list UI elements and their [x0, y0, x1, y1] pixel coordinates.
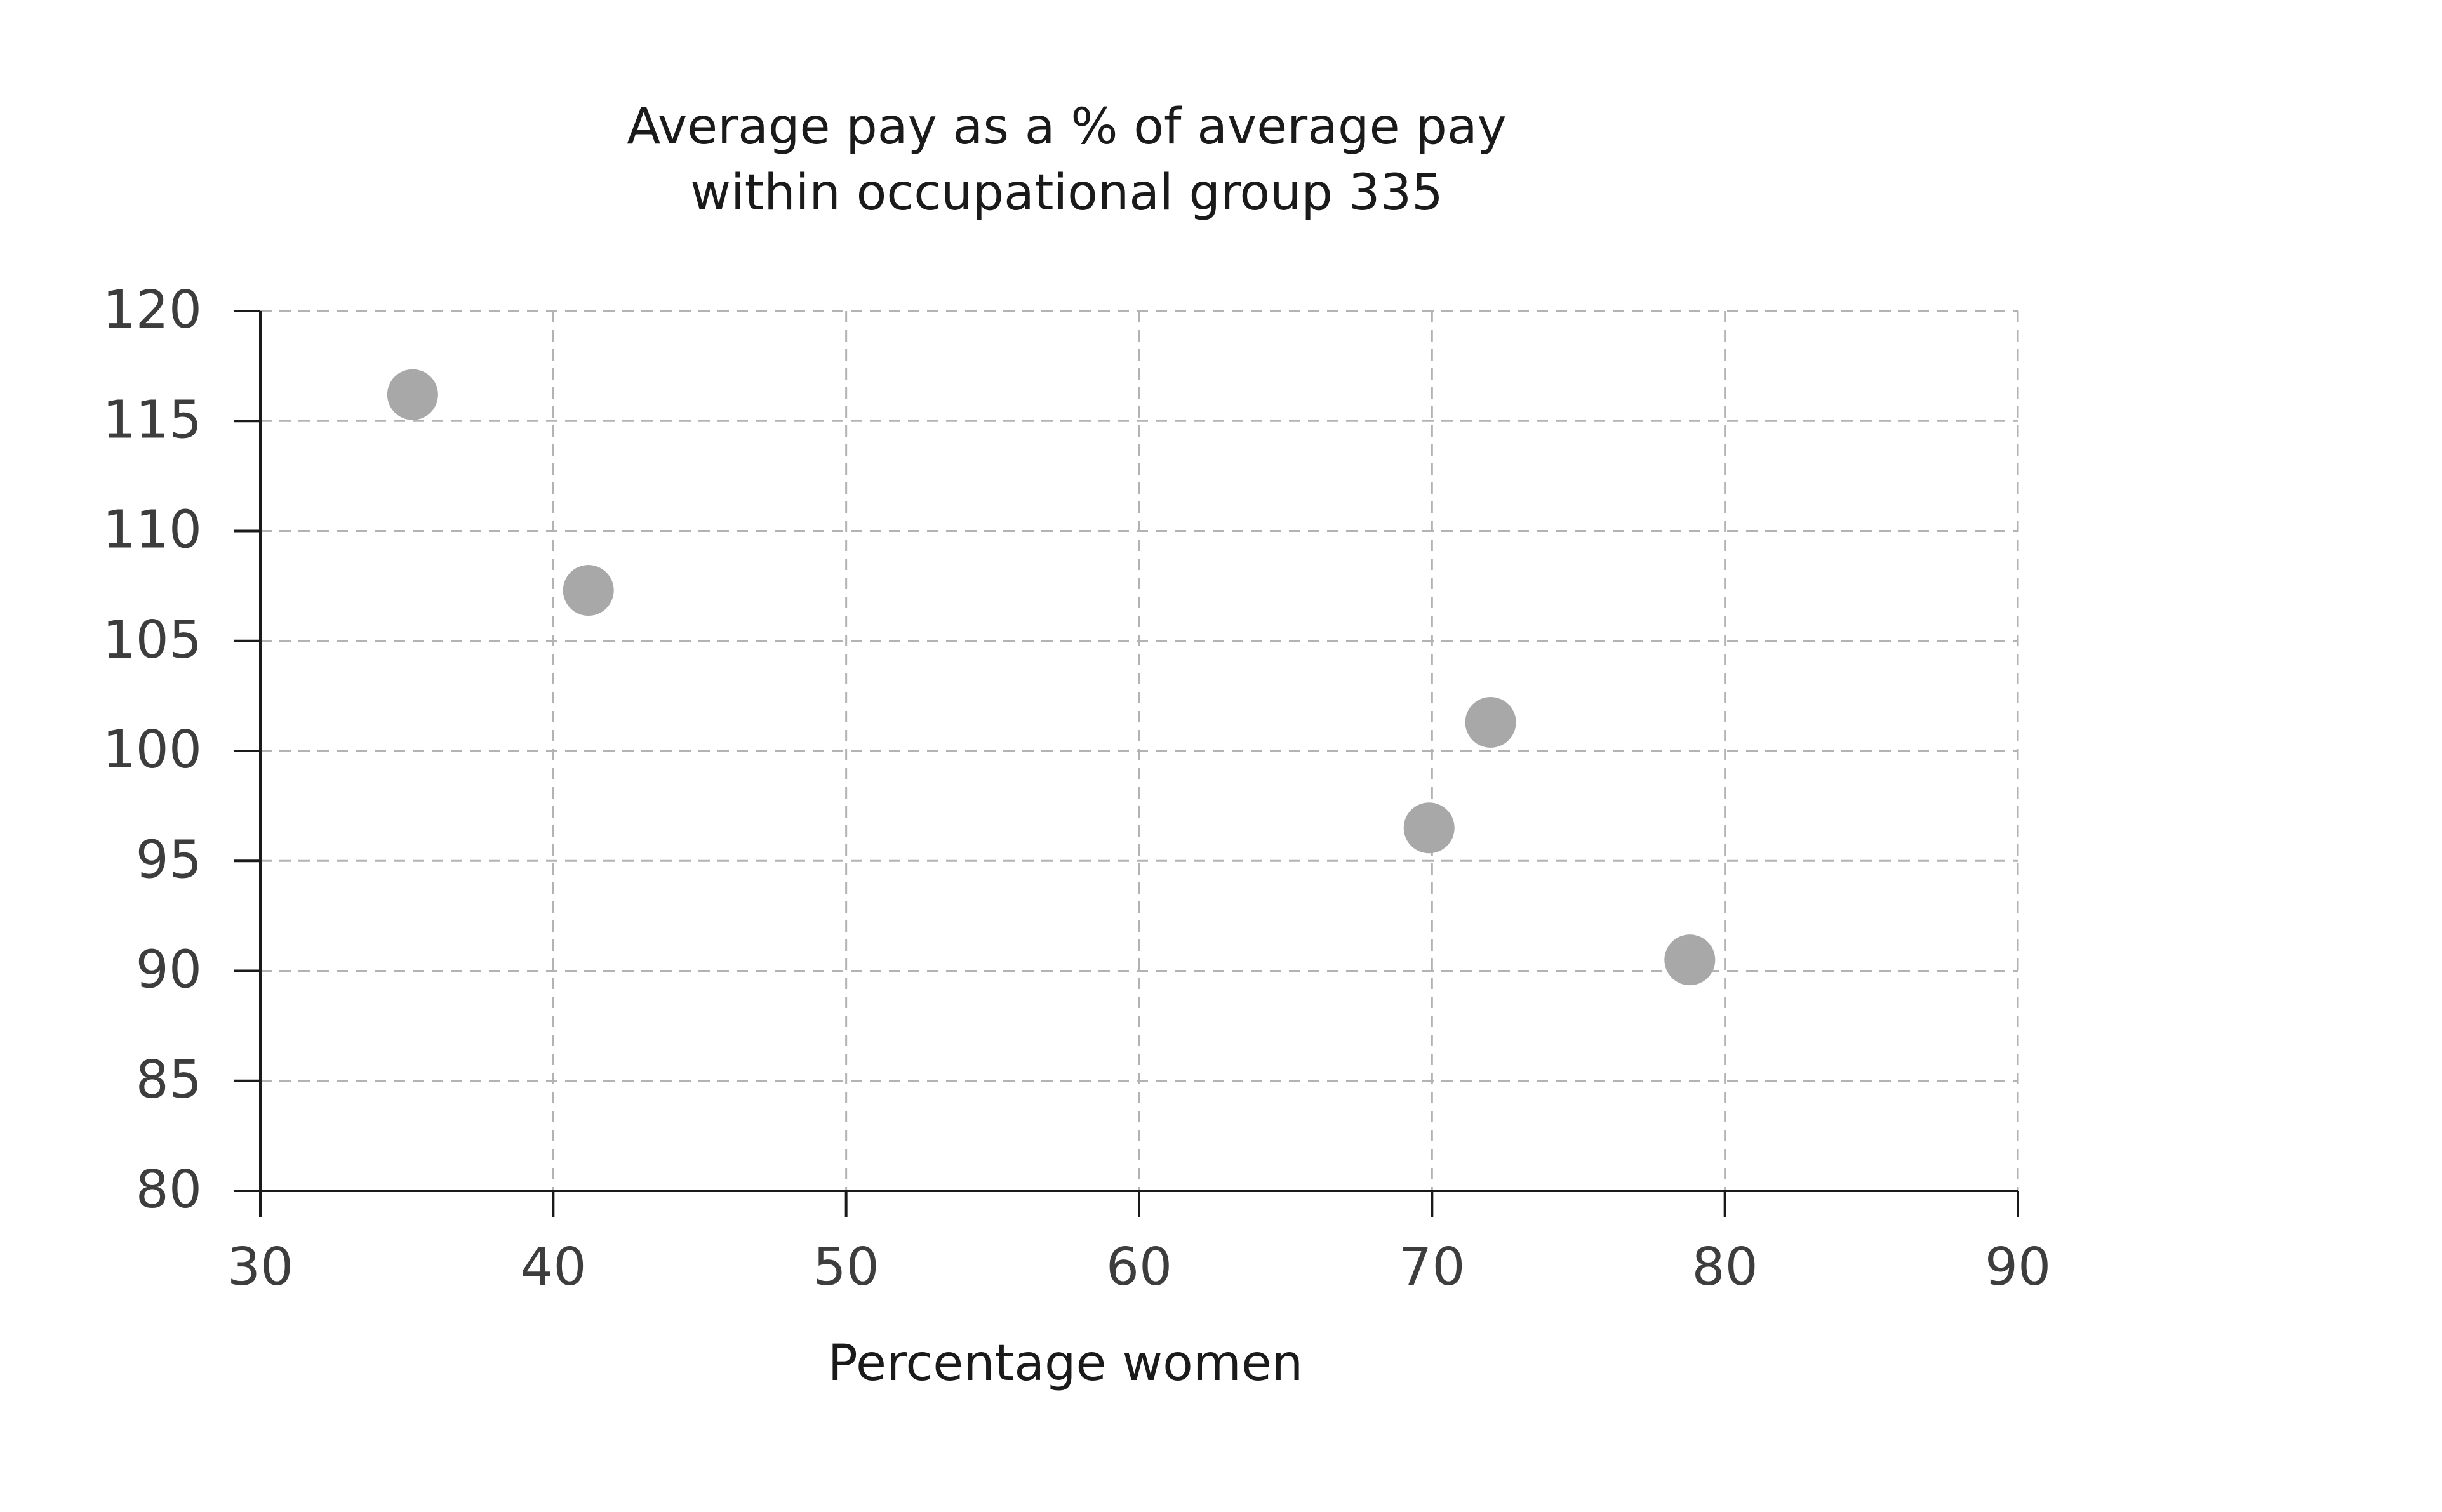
- scatter-point: [563, 565, 614, 616]
- scatter-point: [1403, 802, 1455, 854]
- x-tick-label: 90: [1985, 1237, 2051, 1297]
- scatter-point: [1465, 696, 1516, 748]
- chart-title: Average pay as a % of average pay within…: [627, 98, 1507, 222]
- y-tick-label: 100: [102, 720, 202, 780]
- x-tick-label: 30: [227, 1237, 293, 1297]
- x-axis-title: Percentage women: [828, 1335, 1304, 1392]
- x-tick-label: 60: [1106, 1237, 1172, 1297]
- y-tick-label: 80: [136, 1160, 202, 1220]
- x-tick-label: 70: [1399, 1237, 1465, 1297]
- y-tick-label: 85: [136, 1050, 202, 1110]
- x-tick-label: 80: [1691, 1237, 1758, 1297]
- y-tick-label: 95: [136, 830, 202, 890]
- x-tick-label: 40: [520, 1237, 586, 1297]
- y-axis-tick-labels: 80 85 90 95 100 105 110 115 120: [102, 280, 202, 1220]
- y-tick-label: 105: [102, 610, 202, 670]
- y-tick-label: 110: [102, 500, 202, 560]
- scatter-point: [387, 369, 438, 420]
- chart-title-line-2: within occupational group 335: [690, 164, 1443, 222]
- grid: [260, 310, 2019, 1191]
- y-tick-label: 90: [136, 940, 202, 1000]
- data-points: [387, 369, 1716, 986]
- axes: [234, 310, 2019, 1217]
- chart-title-line-1: Average pay as a % of average pay: [627, 98, 1507, 156]
- y-tick-label: 115: [102, 390, 202, 450]
- scatter-point: [1664, 934, 1716, 986]
- y-tick-label: 120: [102, 280, 202, 340]
- x-axis-tick-labels: 30 40 50 60 70 80 90: [227, 1237, 2051, 1297]
- x-tick-label: 50: [813, 1237, 879, 1297]
